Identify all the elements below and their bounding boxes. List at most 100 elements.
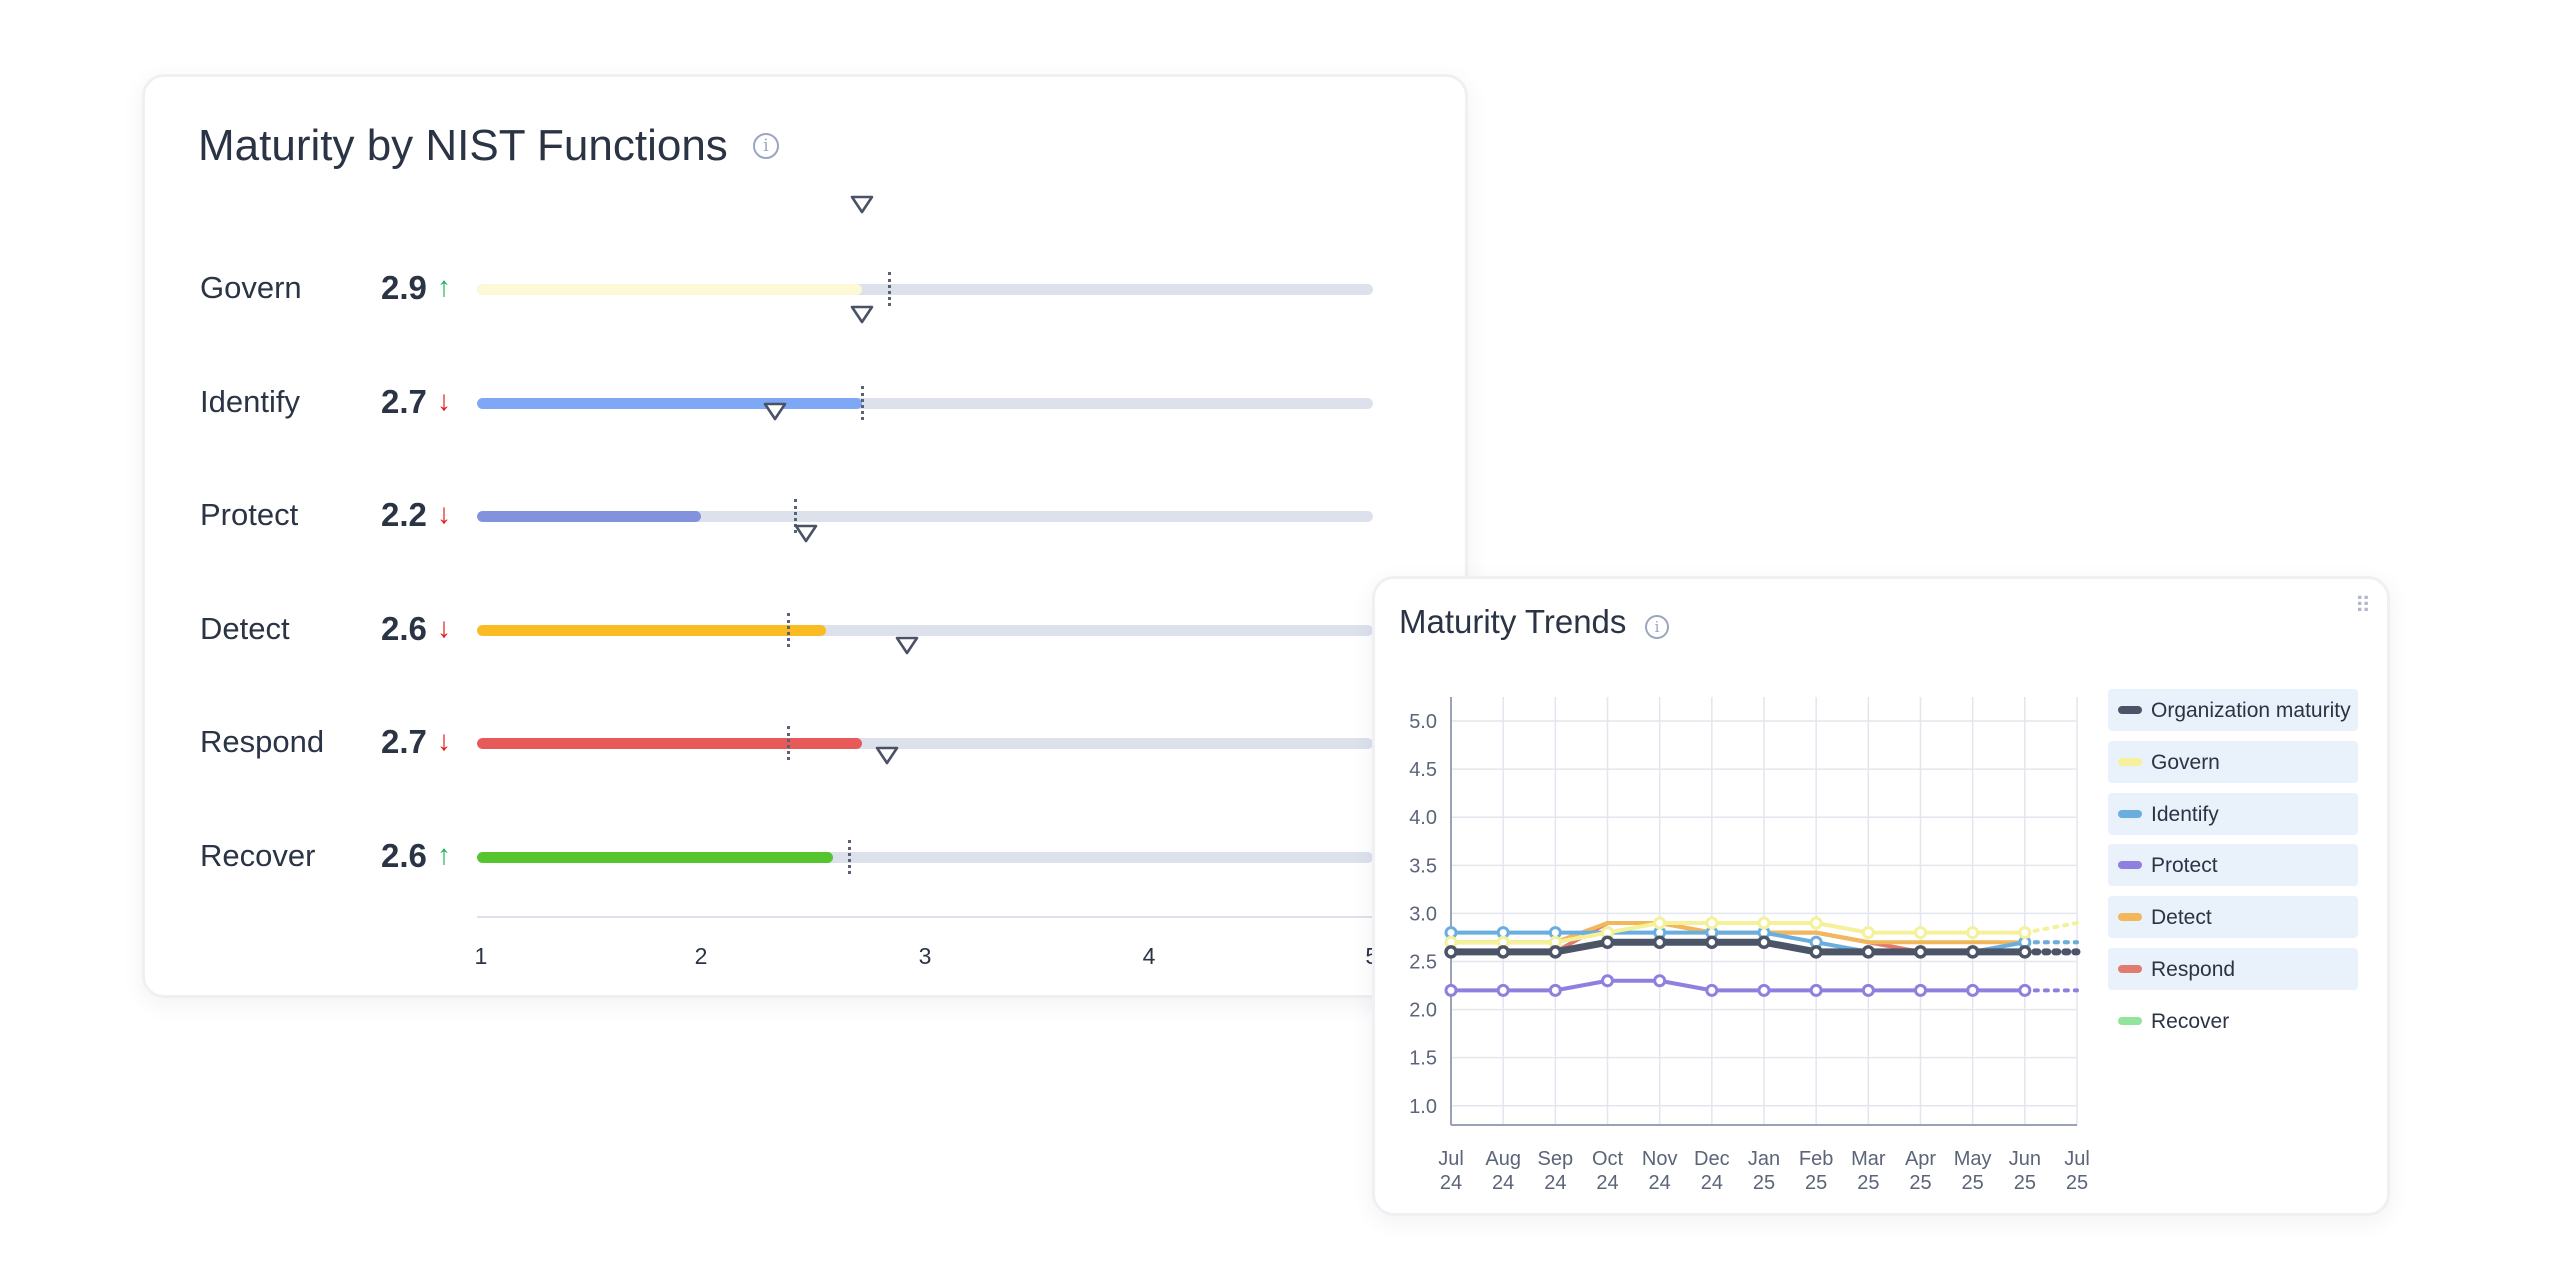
function-label: Detect — [200, 610, 290, 646]
data-point — [1600, 935, 1615, 950]
nist-card-title: Maturity by NIST Functions — [198, 121, 728, 170]
function-progress-fill — [477, 284, 863, 295]
series-line — [1449, 978, 2027, 993]
y-tick-label: 4.5 — [1409, 759, 1437, 781]
function-progress-fill — [477, 397, 863, 409]
info-icon[interactable]: i — [753, 133, 779, 159]
trend-down-arrow-icon: ↓ — [437, 384, 451, 416]
axis-tick-label: 4 — [1142, 943, 1156, 969]
function-label: Recover — [200, 838, 316, 873]
function-score: 2.9 — [381, 269, 427, 306]
function-score: 2.7 — [381, 382, 427, 420]
x-tick-label: Jan 25 — [1748, 1148, 1780, 1194]
x-tick-label: Jun 25 — [2009, 1148, 2041, 1194]
data-point — [1809, 945, 1823, 959]
x-tick-label: Sep 24 — [1538, 1148, 1574, 1194]
data-point — [1914, 983, 1927, 997]
function-progress-track — [477, 852, 1373, 863]
function-progress-fill — [477, 852, 834, 863]
data-point — [1548, 983, 1562, 997]
x-tick-label: Nov 24 — [1642, 1148, 1678, 1194]
data-point — [1965, 945, 1980, 959]
benchmark-marker — [787, 726, 791, 761]
data-point — [1653, 974, 1667, 988]
series-line — [1447, 938, 2029, 956]
legend-swatch — [2118, 861, 2142, 870]
benchmark-marker — [861, 385, 865, 420]
target-triangle-icon — [875, 746, 899, 765]
trend-card-title: Maturity Trends — [1399, 603, 1627, 640]
y-tick-label: 4.0 — [1409, 807, 1437, 829]
data-point — [1653, 916, 1667, 930]
legend-swatch — [2118, 965, 2142, 973]
benchmark-marker — [787, 612, 791, 647]
legend-item[interactable]: Recover — [2108, 1000, 2358, 1042]
legend-label: Detect — [2151, 906, 2212, 930]
x-tick-label: Jul 24 — [1438, 1148, 1464, 1194]
legend-label: Govern — [2151, 750, 2220, 774]
data-point — [1757, 983, 1771, 997]
function-progress-fill — [477, 511, 701, 523]
trend-up-arrow-icon: ↑ — [437, 271, 451, 302]
info-icon[interactable]: i — [1645, 615, 1669, 639]
legend-swatch — [2118, 1016, 2142, 1025]
function-score: 2.6 — [381, 837, 427, 874]
y-tick-label: 3.5 — [1409, 855, 1437, 877]
nist-axis-line — [477, 916, 1373, 918]
y-tick-label: 1.5 — [1409, 1048, 1437, 1070]
data-point — [2018, 983, 2032, 997]
x-tick-label: Apr 25 — [1905, 1148, 1936, 1194]
function-progress-fill — [477, 624, 827, 636]
series-line — [1449, 921, 2027, 945]
function-score: 2.2 — [381, 496, 427, 534]
target-triangle-icon — [763, 402, 787, 421]
drag-handle-icon[interactable]: ⠿ — [2354, 593, 2371, 618]
target-triangle-icon — [895, 636, 919, 655]
trend-line-chart: 1.0 1.5 2.0 2.5 3.0 3.5 4.0 4.5 5.0 Jul 24 Aug 24 Sep… — [1409, 697, 2090, 1194]
function-progress-track — [477, 511, 1373, 523]
function-score: 2.6 — [381, 609, 427, 647]
data-point — [1861, 945, 1876, 959]
data-point — [1601, 974, 1614, 988]
target-triangle-icon — [850, 195, 874, 214]
data-point — [1757, 916, 1771, 930]
trend-down-arrow-icon: ↓ — [437, 611, 451, 643]
legend-item[interactable]: Govern — [2108, 740, 2358, 783]
axis-tick-label: 1 — [474, 943, 488, 969]
series-projection — [2022, 921, 2079, 935]
axis-tick-label: 2 — [694, 943, 708, 969]
data-point — [1705, 935, 1719, 950]
legend-swatch — [2118, 809, 2142, 818]
legend-label: Identify — [2151, 802, 2219, 826]
data-point — [2018, 926, 2032, 940]
y-tick-label: 1.0 — [1409, 1096, 1437, 1118]
data-point — [1444, 983, 1458, 997]
nist-function-rows: Govern 2.9 ↑ Identify 2.7 ↓ Protect 2.2 ↓ Detect 2… — [145, 77, 1465, 995]
legend-item[interactable]: Protect — [2108, 844, 2358, 887]
legend-item[interactable]: Detect — [2108, 896, 2358, 939]
x-tick-label: Aug 24 — [1485, 1148, 1521, 1194]
x-tick-label: Feb 25 — [1799, 1148, 1833, 1194]
legend-swatch — [2118, 757, 2142, 766]
benchmark-marker — [794, 499, 798, 534]
data-point — [1966, 983, 1980, 997]
legend-swatch — [2118, 913, 2142, 922]
y-tick-label: 2.0 — [1409, 1000, 1437, 1022]
data-point — [1966, 926, 1980, 940]
benchmark-marker — [847, 840, 851, 874]
data-point — [1757, 935, 1771, 950]
legend-item[interactable]: Identify — [2108, 792, 2358, 835]
data-point — [1652, 935, 1667, 950]
x-tick-label: May 25 — [1954, 1148, 1992, 1194]
legend-item[interactable]: Organization maturity — [2108, 689, 2358, 731]
data-point — [1496, 983, 1510, 997]
series-line — [1449, 921, 2027, 954]
x-tick-label: Jul 25 — [2064, 1148, 2090, 1194]
y-tick-label: 3.0 — [1409, 903, 1437, 925]
data-point — [1496, 945, 1510, 959]
function-progress-track — [477, 397, 1373, 409]
data-point — [1705, 916, 1719, 930]
function-label: Respond — [200, 724, 325, 760]
legend-item[interactable]: Respond — [2108, 948, 2358, 990]
data-point — [1809, 983, 1823, 997]
